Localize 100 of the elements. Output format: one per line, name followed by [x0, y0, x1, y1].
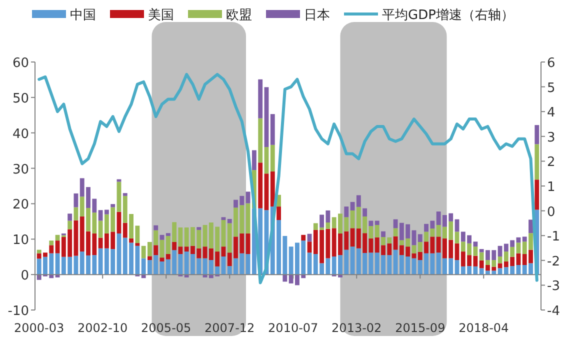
bar — [368, 226, 374, 238]
bar — [68, 214, 72, 221]
bar — [227, 218, 232, 224]
x-tick-label: 2000-03 — [14, 321, 64, 335]
bar — [122, 222, 128, 238]
bar — [270, 171, 275, 207]
y2-tick-label: -1 — [547, 230, 560, 245]
bar — [368, 220, 374, 226]
bar — [498, 263, 502, 268]
y2-tick-label: 0 — [547, 204, 556, 220]
y-tick-label: 60 — [12, 56, 29, 71]
bar — [264, 174, 269, 210]
y2-tick-label: 4 — [547, 106, 556, 121]
y-tick-label: 20 — [12, 198, 29, 213]
bar — [418, 234, 422, 242]
bar — [246, 192, 250, 204]
y-tick-label: 0 — [20, 268, 29, 284]
bar — [154, 225, 158, 230]
bar — [196, 227, 202, 230]
bar — [350, 202, 355, 210]
legend-label: 欧盟 — [226, 8, 252, 23]
bar — [252, 150, 256, 170]
bar — [350, 228, 355, 247]
bar — [166, 254, 170, 260]
bar — [74, 220, 78, 256]
x-tick-label: 2015-09 — [395, 321, 446, 335]
bar — [276, 206, 281, 220]
bar — [55, 240, 60, 254]
bar — [258, 162, 263, 208]
bar — [202, 224, 208, 247]
bar — [381, 231, 386, 238]
x-tick-label: 2005-05 — [141, 321, 192, 335]
bar — [148, 256, 152, 260]
bar — [116, 212, 122, 234]
bar — [264, 87, 269, 148]
bar — [418, 242, 422, 252]
bar — [154, 245, 158, 256]
bar — [264, 147, 269, 174]
y2-tick-label: 6 — [547, 56, 556, 71]
bar — [129, 238, 134, 243]
x-tick-label: 2007-12 — [204, 321, 255, 335]
bar — [344, 206, 349, 218]
bar — [528, 220, 533, 234]
line-series — [38, 72, 538, 284]
bar — [135, 243, 140, 246]
bar — [49, 240, 54, 246]
bar — [534, 125, 540, 144]
bar — [221, 217, 226, 220]
legend-label: 平均GDP增速（右轴） — [382, 8, 514, 23]
bar — [110, 204, 116, 208]
bar — [160, 234, 164, 240]
y-tick-label: -10 — [8, 304, 29, 319]
bar — [258, 79, 263, 118]
bar — [36, 250, 42, 254]
y2-tick-label: -4 — [547, 304, 560, 319]
bar — [166, 233, 170, 236]
y2-tick-label: 5 — [547, 80, 556, 96]
bar — [184, 274, 189, 278]
y-tick-label: 10 — [12, 233, 29, 248]
bar — [307, 242, 312, 253]
bar — [68, 220, 72, 230]
bar — [122, 193, 128, 196]
y2-tick-label: -2 — [547, 254, 560, 270]
bar — [374, 220, 380, 225]
bar — [516, 242, 521, 254]
bar — [522, 236, 527, 242]
bar — [412, 253, 416, 258]
x-tick-label: 2002-10 — [78, 321, 128, 335]
x-tick-label: 2010-07 — [268, 321, 318, 335]
y2-tick-label: -3 — [547, 279, 560, 294]
bar — [454, 232, 460, 244]
bar — [116, 182, 122, 212]
y-tick-label: 50 — [12, 91, 29, 106]
legend-label: 美国 — [148, 7, 174, 23]
bar — [258, 118, 263, 163]
y2-tick-label: 3 — [547, 130, 556, 146]
bar — [362, 208, 368, 216]
y-tick-label: 40 — [12, 126, 29, 142]
bar — [270, 144, 275, 172]
bar — [393, 228, 398, 236]
bar — [282, 274, 288, 282]
bar — [301, 234, 306, 241]
bar — [534, 180, 540, 210]
bar — [356, 195, 361, 207]
legend-label: 日本 — [304, 8, 330, 23]
y2-tick-label: 1 — [547, 180, 556, 195]
bar — [246, 233, 250, 254]
legend-label: 中国 — [70, 8, 96, 23]
bar — [221, 246, 226, 257]
y-tick-label: 30 — [12, 162, 29, 178]
bar — [74, 193, 78, 208]
x-tick-label: 2013-02 — [332, 321, 382, 335]
bar — [202, 246, 208, 258]
bar — [74, 207, 78, 220]
y2-tick-label: 2 — [547, 155, 556, 170]
bar — [412, 245, 416, 254]
bar — [534, 144, 540, 180]
bar — [270, 114, 275, 145]
x-tick-label: 2018-04 — [458, 321, 509, 335]
bar — [160, 258, 164, 262]
